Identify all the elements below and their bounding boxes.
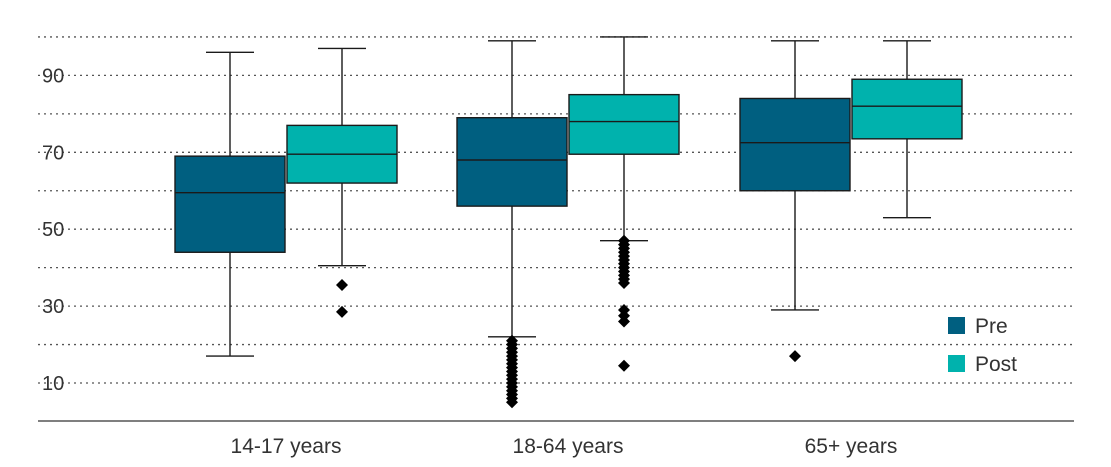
category-label: 14-17 years: [231, 435, 342, 458]
y-axis-tick-labels: 10 30 50 70 90: [42, 65, 64, 395]
legend-swatch-post: [948, 355, 965, 372]
iqr-box: [739, 97, 851, 192]
outlier-point: [618, 303, 630, 316]
outlier-point: [618, 359, 630, 372]
legend: Pre Post: [948, 315, 1017, 376]
legend-label-pre: Pre: [975, 315, 1008, 338]
outlier-point: [618, 234, 630, 247]
outlier-point: [789, 350, 801, 363]
iqr-box: [174, 155, 286, 253]
legend-swatch-pre: [948, 317, 965, 334]
outlier-point: [336, 278, 348, 291]
outlier-point: [506, 334, 518, 347]
boxes: [174, 36, 963, 409]
box-pre-3: [739, 40, 851, 363]
legend-label-post: Post: [975, 353, 1017, 376]
y-tick-label: 30: [42, 296, 64, 318]
box-post-1: [286, 47, 398, 318]
box-pre-1: [174, 51, 286, 357]
category-label: 65+ years: [805, 435, 898, 458]
iqr-box: [568, 93, 680, 155]
box-post-3: [851, 40, 963, 219]
y-tick-label: 70: [42, 142, 64, 164]
y-tick-label: 50: [42, 219, 64, 241]
y-tick-label: 90: [42, 65, 64, 87]
iqr-box: [456, 116, 568, 207]
iqr-box: [851, 78, 963, 140]
box-pre-2: [456, 40, 568, 409]
box-post-2: [568, 36, 680, 372]
x-axis-category-labels: 14-17 years 18-64 years 65+ years: [231, 435, 898, 458]
outlier-point: [336, 305, 348, 318]
y-tick-label: 10: [42, 373, 64, 395]
category-label: 18-64 years: [513, 435, 624, 458]
